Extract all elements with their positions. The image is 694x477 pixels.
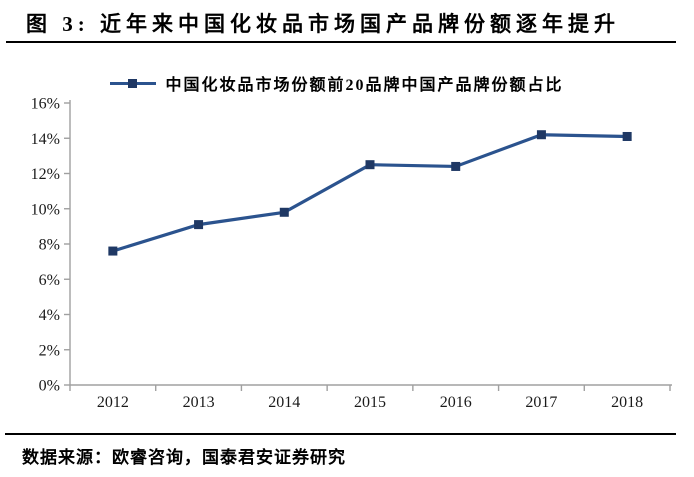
data-point-marker [108, 246, 118, 256]
y-axis-label: 2% [39, 342, 60, 359]
data-point-marker [536, 130, 546, 140]
legend-line-marker-icon [110, 78, 157, 89]
title-divider [6, 41, 676, 43]
series-line [112, 133, 628, 253]
data-point-marker [365, 160, 375, 170]
y-axis-label: 0% [39, 378, 60, 395]
y-axis-label: 6% [39, 272, 60, 289]
footer-divider [5, 433, 676, 435]
y-axis-label: 12% [31, 166, 60, 183]
y-axis-label: 4% [39, 307, 60, 324]
data-point-marker [194, 220, 204, 230]
data-point-marker [451, 161, 461, 171]
legend-square-marker [128, 78, 138, 88]
y-axis-label: 10% [31, 201, 60, 218]
x-axis-label: 2018 [611, 394, 643, 411]
legend-label: 中国化妆品市场份额前20品牌中国产品牌份额占比 [165, 77, 564, 94]
data-point-marker [622, 131, 632, 141]
y-axis-label: 14% [31, 131, 60, 148]
x-axis-label: 2013 [183, 394, 215, 411]
x-axis-label: 2014 [268, 394, 300, 411]
source-note: 数据来源：欧睿咨询，国泰君安证券研究 [22, 448, 346, 467]
figure-title: 图 3: 近年来中国化妆品市场国产品牌份额逐年提升 [26, 12, 620, 36]
y-axis-label: 8% [39, 237, 60, 254]
x-axis-label: 2015 [354, 394, 386, 411]
x-axis-label: 2017 [525, 394, 557, 411]
y-axis-label: 16% [31, 96, 60, 113]
x-axis-label: 2016 [440, 394, 472, 411]
x-axis-label: 2012 [97, 394, 129, 411]
data-point-marker [279, 207, 289, 217]
chart-legend: 中国化妆品市场份额前20品牌中国产品牌份额占比 [0, 71, 674, 95]
